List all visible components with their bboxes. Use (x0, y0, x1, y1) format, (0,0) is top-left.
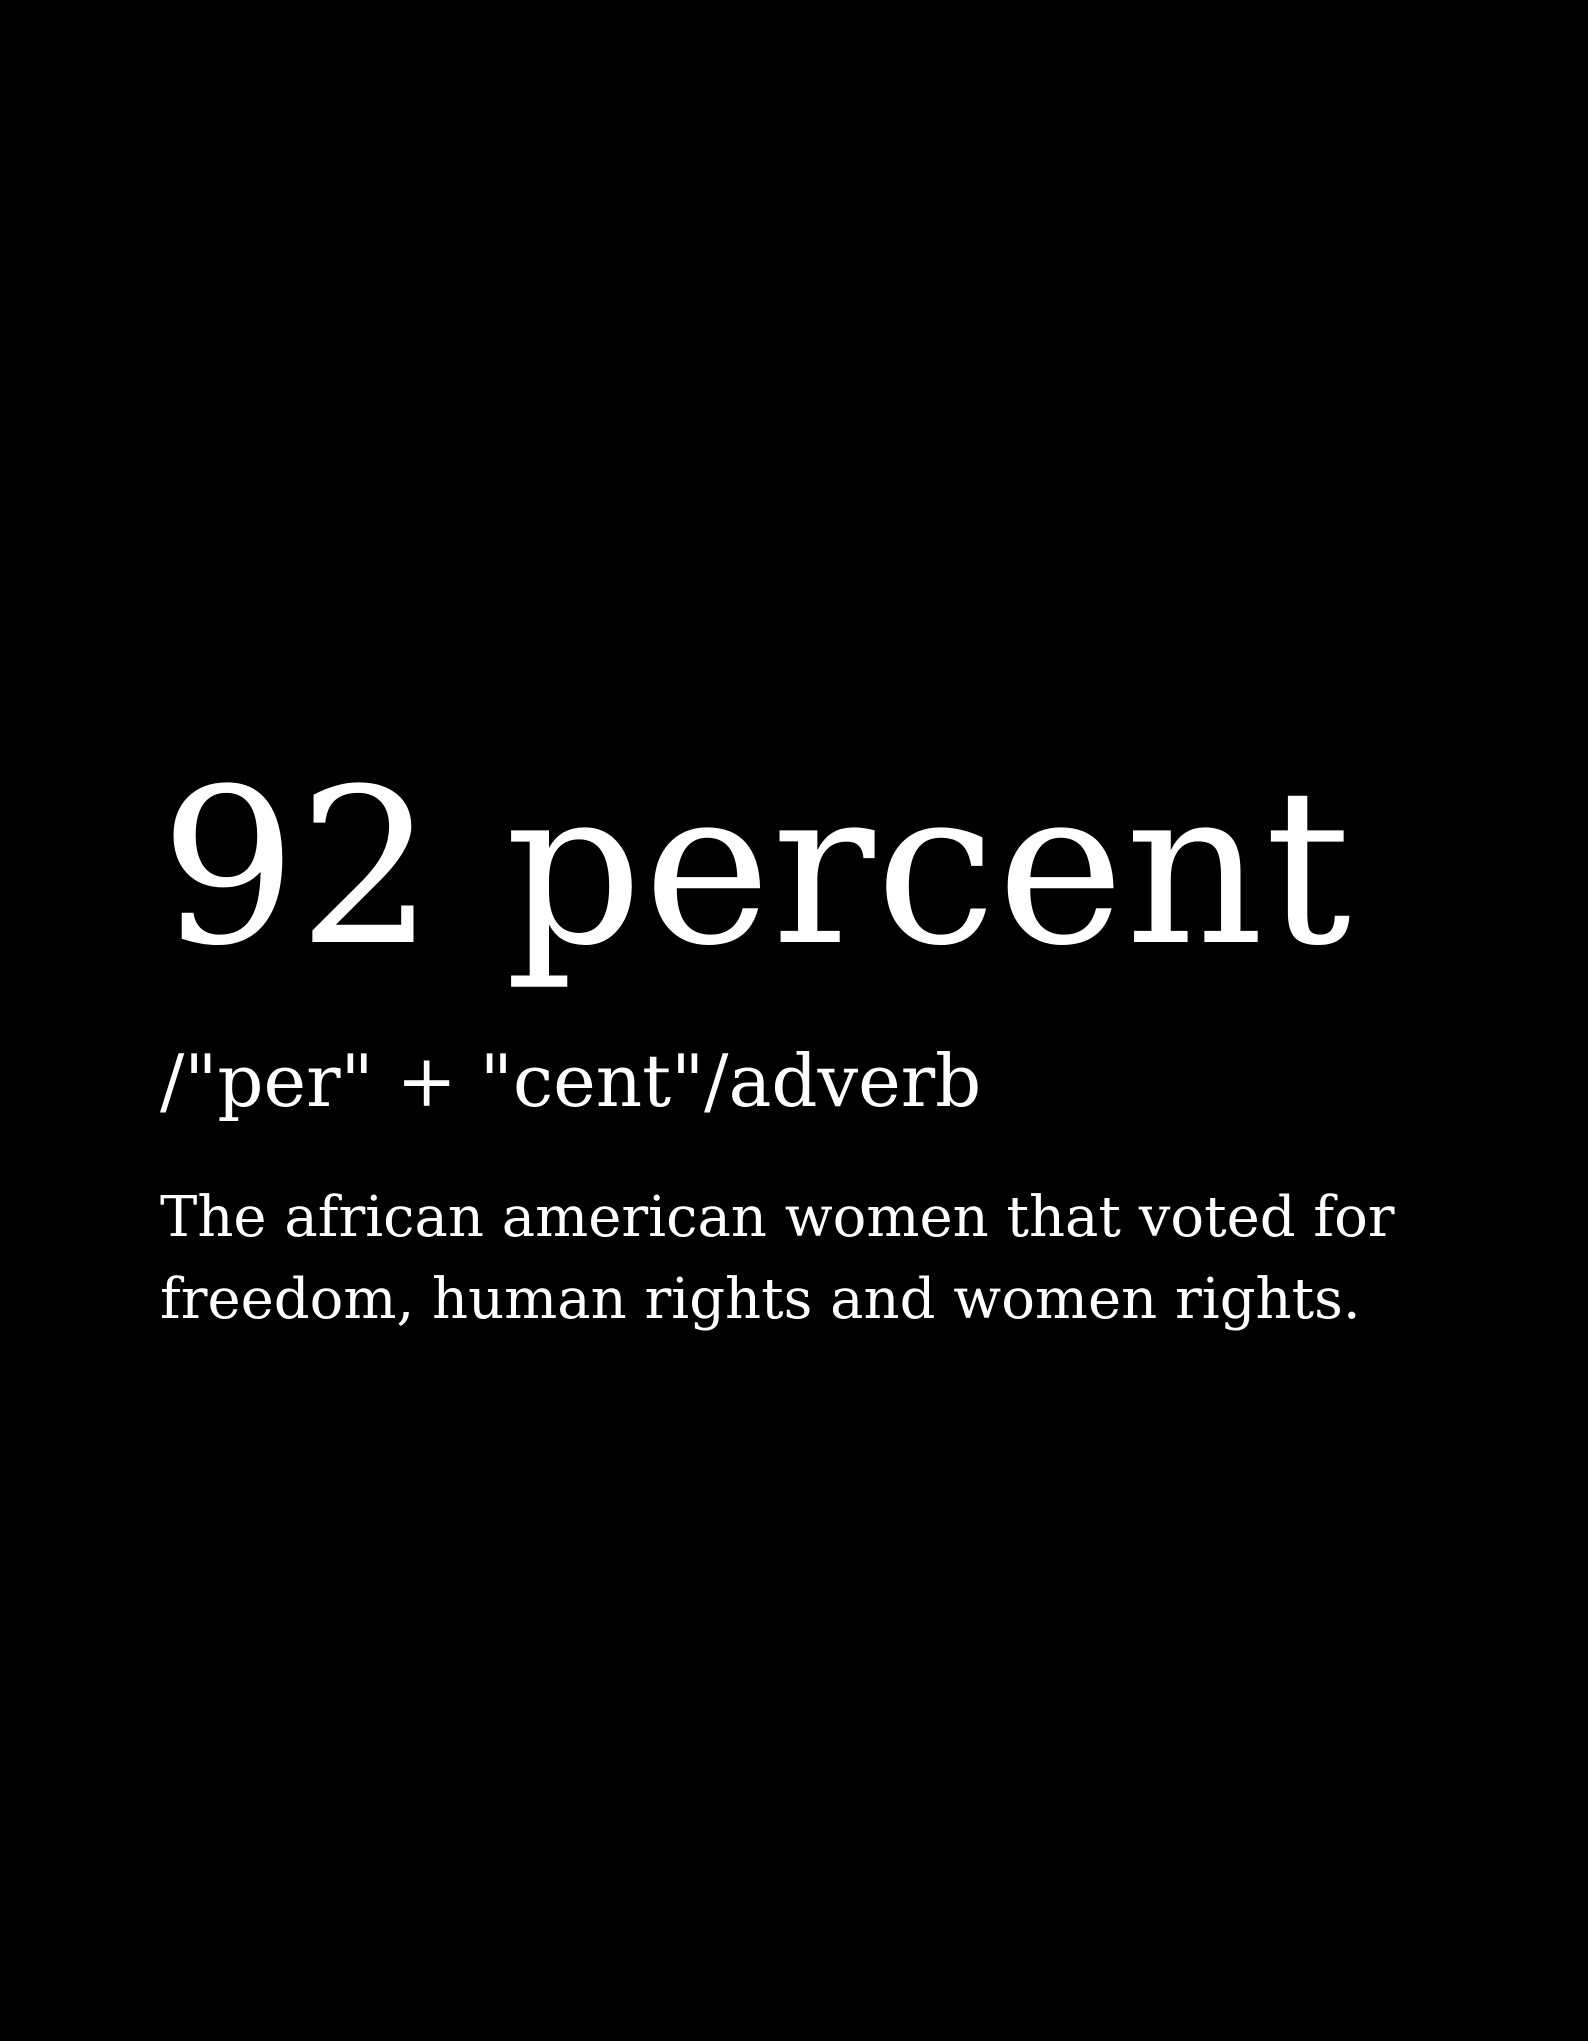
meaning-line-2: freedom, human rights and women rights. (160, 1267, 1361, 1332)
meaning-line-1: The african american women that voted fo… (160, 1185, 1395, 1250)
definition-block: 92 percent /"per" + "cent"/adverb The af… (160, 760, 1460, 1341)
definition-term: 92 percent (160, 742, 1353, 993)
definition-meaning: The african american women that voted fo… (160, 1177, 1460, 1341)
pronunciation-text: /"per" + "cent"/adverb (160, 1039, 982, 1123)
